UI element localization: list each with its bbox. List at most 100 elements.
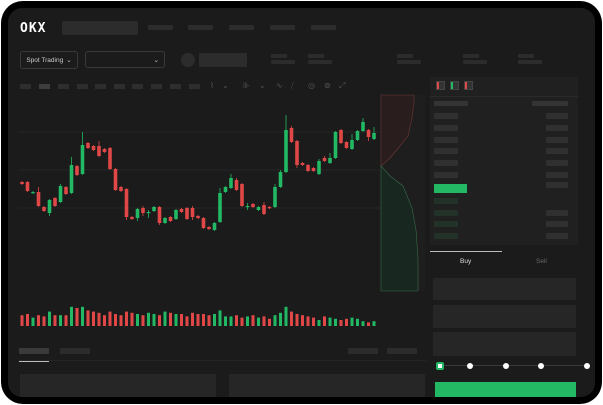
- orderbook-sell-icon[interactable]: [464, 81, 473, 90]
- candle-body: [75, 166, 79, 175]
- amount-input[interactable]: [433, 305, 576, 328]
- candle-body: [58, 186, 63, 202]
- total-input[interactable]: [433, 332, 576, 356]
- volume-bar: [114, 314, 117, 326]
- tab-order-history[interactable]: [60, 348, 90, 354]
- candle-body: [273, 187, 277, 207]
- volume-bar: [207, 315, 211, 326]
- volume-bar: [339, 320, 343, 326]
- volume-bar: [163, 311, 167, 326]
- fullscreen-icon[interactable]: ⊚: [324, 81, 331, 90]
- ask-amount: [546, 160, 568, 166]
- candle-body: [108, 148, 112, 169]
- ask-price[interactable]: [434, 172, 458, 178]
- stat-label: [271, 54, 287, 58]
- slider-step[interactable]: [503, 363, 509, 369]
- slider-step[interactable]: [538, 363, 544, 369]
- bid-amount: [546, 210, 568, 216]
- okx-logo[interactable]: OKX: [20, 21, 47, 36]
- slider-step[interactable]: [467, 363, 473, 369]
- stat-label: [463, 54, 479, 58]
- candle-body: [31, 192, 35, 194]
- candle-body: [311, 168, 316, 171]
- filter-button[interactable]: [348, 348, 378, 354]
- fullscreen-icon[interactable]: ∿: [276, 81, 283, 90]
- fullscreen-icon[interactable]: ◎: [308, 81, 315, 90]
- nav-item[interactable]: [188, 25, 213, 30]
- trading-screen: OKX Spot Trading ⌄ ⌄ ⌇ ⌄ ⊪ ⌄ ∿ ⧸ ◎ ⊚ ⤢ Buy Sell: [8, 8, 595, 397]
- bid-price[interactable]: [434, 210, 458, 216]
- draw-icon[interactable]: ⌄: [222, 81, 229, 90]
- ask-price[interactable]: [434, 148, 458, 154]
- candle-body: [350, 140, 354, 149]
- timeframe-button[interactable]: [58, 84, 69, 89]
- tab-open-orders[interactable]: [19, 348, 49, 354]
- volume-bar: [141, 315, 145, 326]
- candlestick-chart[interactable]: [8, 8, 595, 397]
- price-input[interactable]: [433, 278, 576, 300]
- candle-body: [157, 207, 162, 223]
- bid-amount: [546, 233, 568, 239]
- volume-bar: [48, 311, 51, 326]
- slider-step[interactable]: [584, 363, 590, 369]
- timeframe-button[interactable]: [189, 84, 200, 89]
- ask-price[interactable]: [434, 125, 458, 131]
- timeframe-button[interactable]: [114, 84, 125, 89]
- bid-price[interactable]: [434, 221, 458, 227]
- slider-handle[interactable]: [436, 362, 444, 370]
- tab-buy[interactable]: Buy: [460, 258, 472, 265]
- ask-price[interactable]: [434, 160, 458, 166]
- screenshot-icon[interactable]: ⊪: [243, 81, 250, 90]
- candle-body: [300, 163, 305, 165]
- spot-trading-button[interactable]: Spot Trading ⌄: [20, 51, 78, 69]
- volume-bar: [317, 320, 321, 326]
- timeframe-button[interactable]: [132, 84, 143, 89]
- pair-dropdown[interactable]: ⌄: [85, 51, 165, 68]
- orderbook-buy-icon[interactable]: [450, 81, 459, 90]
- depth-bid-area: [380, 165, 419, 292]
- indicator-icon[interactable]: ⌇: [210, 81, 214, 90]
- timeframe-button[interactable]: [95, 84, 106, 89]
- orderbook-both-icon[interactable]: [436, 81, 445, 90]
- timeframe-button[interactable]: [151, 84, 162, 89]
- stat-value: [518, 60, 542, 64]
- timeframe-button[interactable]: [20, 84, 31, 89]
- fullscreen-icon[interactable]: ⤢: [339, 81, 346, 90]
- candle-body: [284, 130, 288, 172]
- volume-bar: [20, 315, 24, 326]
- ask-price[interactable]: [434, 137, 458, 143]
- candle-body: [267, 207, 272, 209]
- chevron-down-icon: ⌄: [153, 56, 159, 64]
- volume-bar: [235, 315, 238, 326]
- filter-button[interactable]: [387, 348, 417, 354]
- tab-underline: [19, 361, 49, 362]
- tab-sell[interactable]: Sell: [536, 258, 547, 265]
- volume-bar: [169, 312, 172, 326]
- divider: [18, 360, 426, 361]
- nav-item[interactable]: [270, 25, 295, 30]
- timeframe-button[interactable]: [77, 84, 88, 89]
- candle-body: [366, 130, 371, 137]
- nav-item[interactable]: [311, 25, 336, 30]
- volume-bar: [367, 322, 370, 326]
- candle-body: [124, 189, 129, 217]
- volume-bar: [86, 310, 90, 326]
- settings-icon[interactable]: ⌄: [259, 81, 266, 90]
- buy-button[interactable]: [435, 382, 576, 397]
- candle-body: [25, 182, 30, 191]
- buy-tab-underline: [430, 251, 502, 252]
- slider-track[interactable]: [440, 365, 588, 366]
- fullscreen-icon[interactable]: ⧸: [291, 81, 294, 90]
- search-placeholder[interactable]: [62, 21, 138, 35]
- nav-item[interactable]: [229, 25, 254, 30]
- candle-body: [229, 178, 233, 188]
- coin-avatar: [181, 53, 195, 67]
- timeframe-button[interactable]: [170, 84, 181, 89]
- volume-bar: [372, 321, 376, 326]
- timeframe-button[interactable]: [39, 84, 50, 89]
- nav-item[interactable]: [148, 25, 173, 30]
- bid-price[interactable]: [434, 198, 458, 204]
- volume-bar: [37, 315, 40, 326]
- bid-price[interactable]: [434, 233, 458, 239]
- ask-price[interactable]: [434, 113, 458, 119]
